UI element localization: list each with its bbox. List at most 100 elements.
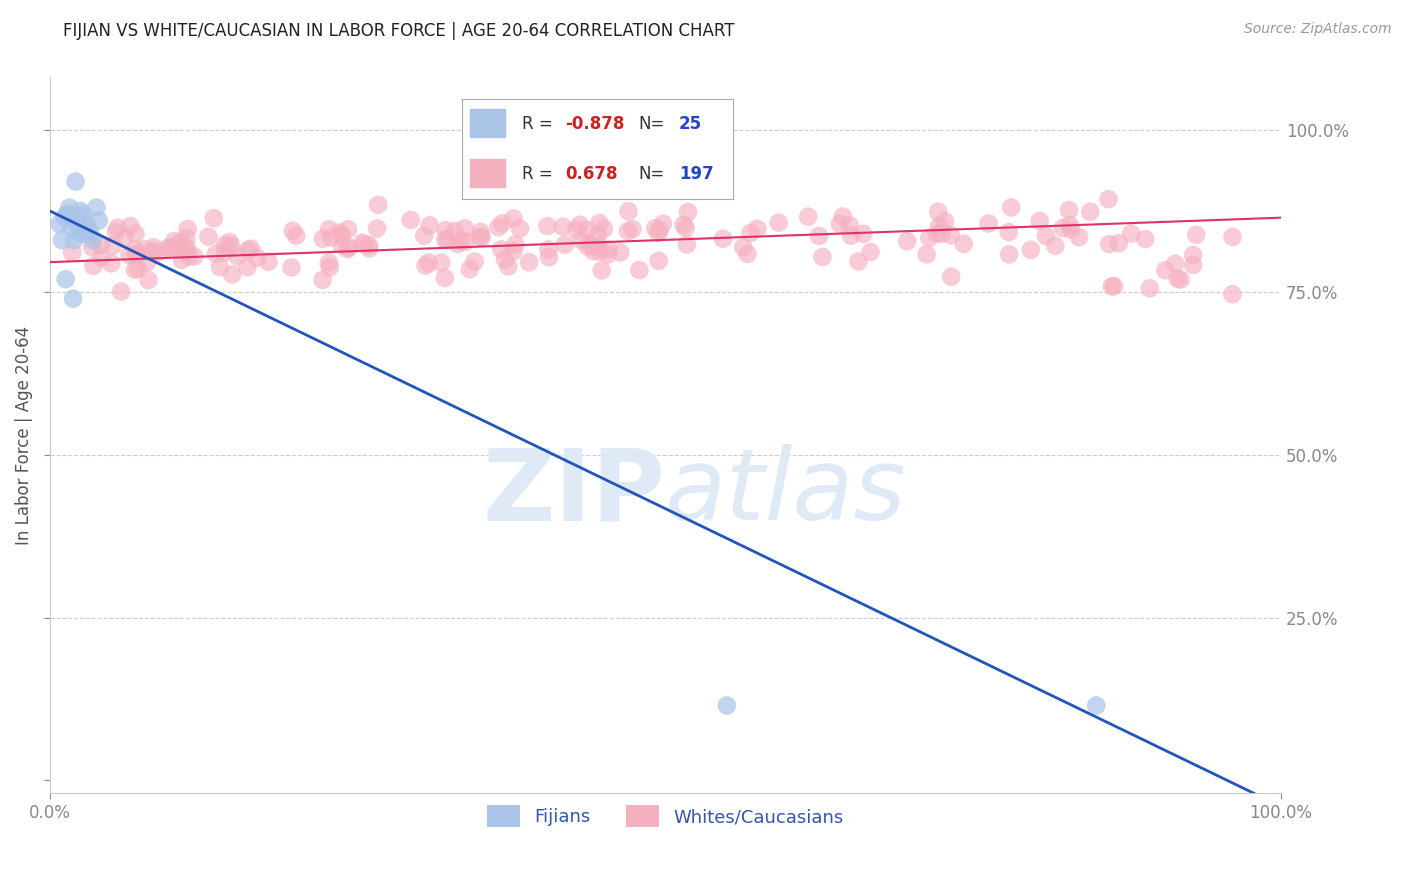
Point <box>502 244 524 259</box>
Point <box>1154 263 1177 277</box>
Point <box>1185 227 1208 242</box>
Point <box>176 231 198 245</box>
Point <box>450 234 472 248</box>
Point <box>1069 230 1091 244</box>
Point <box>176 241 198 255</box>
Point <box>1139 281 1161 295</box>
Point <box>434 232 457 246</box>
Point <box>170 252 193 267</box>
Point <box>66 217 89 231</box>
Point <box>537 250 560 264</box>
Point <box>998 247 1021 261</box>
Point <box>337 240 360 254</box>
Point <box>1059 218 1081 232</box>
Point <box>1101 279 1123 293</box>
Point <box>716 698 738 713</box>
Point <box>104 225 127 239</box>
Point <box>839 228 862 243</box>
Point <box>447 237 470 252</box>
Point <box>120 219 142 233</box>
Point <box>336 242 359 256</box>
Point <box>415 259 437 273</box>
Point <box>648 223 671 237</box>
Text: atlas: atlas <box>665 444 907 541</box>
Point <box>617 224 640 238</box>
Point <box>1060 223 1083 237</box>
Point <box>1035 228 1057 243</box>
Point <box>163 234 186 248</box>
Point <box>221 268 243 282</box>
Point <box>236 260 259 275</box>
Point <box>737 247 759 261</box>
Point <box>366 221 388 235</box>
Point <box>100 256 122 270</box>
Point <box>811 250 834 264</box>
Point <box>586 238 609 252</box>
Point <box>214 238 236 252</box>
Point <box>1052 221 1074 235</box>
Point <box>285 228 308 243</box>
Legend: Fijians, Whites/Caucasians: Fijians, Whites/Caucasians <box>479 798 851 834</box>
Point <box>67 227 90 241</box>
Point <box>740 226 762 240</box>
Point <box>1182 248 1205 262</box>
Point <box>797 210 820 224</box>
Point <box>101 239 124 253</box>
Point <box>588 244 610 259</box>
Point <box>208 260 231 274</box>
Point <box>598 243 620 257</box>
Point <box>925 227 948 241</box>
Point <box>454 235 477 249</box>
Point <box>205 247 228 261</box>
Point <box>838 219 860 233</box>
Point <box>127 261 149 276</box>
Point <box>831 210 853 224</box>
Point <box>82 240 104 254</box>
Point <box>1182 258 1205 272</box>
Point <box>1222 230 1244 244</box>
Point <box>609 245 631 260</box>
Point <box>125 246 148 260</box>
Point <box>134 242 156 256</box>
Point <box>433 271 456 285</box>
Point <box>505 237 527 252</box>
Point <box>218 235 240 249</box>
Point <box>582 244 605 259</box>
Point <box>183 250 205 264</box>
Point <box>998 225 1021 239</box>
Point <box>489 243 512 257</box>
Point <box>852 227 875 241</box>
Point <box>77 223 100 237</box>
Point <box>927 204 949 219</box>
Point <box>281 224 304 238</box>
Point <box>82 233 104 247</box>
Point <box>170 240 193 254</box>
Point <box>179 250 201 264</box>
Point <box>1164 257 1187 271</box>
Text: ZIP: ZIP <box>482 444 665 541</box>
Point <box>568 218 591 232</box>
Point <box>621 222 644 236</box>
Point <box>494 252 516 267</box>
Point <box>418 255 440 269</box>
Point <box>488 220 510 235</box>
Point <box>156 241 179 255</box>
Point <box>367 198 389 212</box>
Point <box>436 233 458 247</box>
Point <box>1098 237 1121 252</box>
Point <box>491 216 513 230</box>
Point <box>138 273 160 287</box>
Point <box>1102 279 1125 293</box>
Point <box>312 232 335 246</box>
Point <box>1085 698 1108 713</box>
Point <box>939 269 962 284</box>
Point <box>112 230 135 244</box>
Point <box>142 244 165 259</box>
Point <box>82 259 104 273</box>
Point <box>588 216 610 230</box>
Point <box>1170 272 1192 286</box>
Point <box>56 207 79 221</box>
Point <box>240 242 263 256</box>
Point <box>931 227 953 241</box>
Point <box>593 221 616 235</box>
